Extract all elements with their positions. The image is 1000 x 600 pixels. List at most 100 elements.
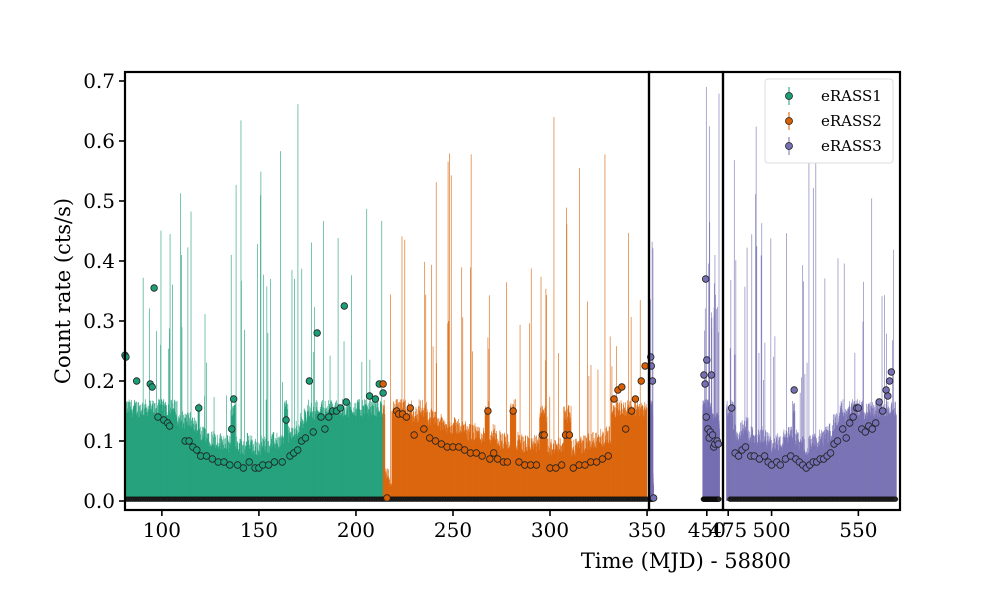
data-point bbox=[460, 446, 469, 454]
data-point bbox=[165, 422, 174, 430]
data-point bbox=[486, 455, 494, 463]
data-point bbox=[515, 458, 523, 466]
data-point bbox=[714, 440, 723, 448]
data-point bbox=[220, 458, 228, 466]
data-point bbox=[557, 461, 566, 469]
data-point bbox=[325, 413, 333, 421]
data-point bbox=[245, 458, 253, 466]
data-point bbox=[887, 368, 896, 376]
data-point bbox=[431, 437, 440, 445]
data-point bbox=[264, 461, 273, 469]
data-point bbox=[383, 494, 391, 502]
data-point bbox=[270, 458, 279, 466]
y-tick-label: 0.3 bbox=[83, 309, 115, 333]
data-point bbox=[278, 458, 286, 466]
data-point bbox=[637, 377, 645, 385]
data-point bbox=[309, 428, 317, 436]
data-point bbox=[627, 407, 636, 415]
x-tick-label: 500 bbox=[752, 518, 790, 542]
data-point bbox=[703, 356, 711, 364]
x-tick-label: 100 bbox=[143, 518, 181, 542]
data-point bbox=[193, 446, 201, 454]
data-point bbox=[872, 419, 880, 427]
y-tick-label: 0.1 bbox=[83, 429, 115, 453]
data-point bbox=[552, 464, 560, 472]
data-point bbox=[727, 404, 736, 412]
data-point bbox=[604, 452, 612, 460]
data-point bbox=[233, 461, 242, 469]
data-point bbox=[868, 425, 876, 433]
x-tick-label: 350 bbox=[628, 518, 666, 542]
data-point bbox=[842, 434, 850, 442]
data-point bbox=[437, 440, 446, 448]
data-point bbox=[371, 395, 380, 403]
data-point bbox=[618, 383, 626, 391]
data-point bbox=[581, 461, 589, 469]
y-axis-label: Count rate (cts/s) bbox=[51, 198, 75, 384]
data-point bbox=[282, 416, 290, 424]
data-point bbox=[592, 458, 601, 466]
data-point bbox=[741, 443, 750, 451]
data-point bbox=[410, 431, 418, 439]
data-point bbox=[875, 398, 883, 406]
legend-marker bbox=[785, 142, 793, 150]
zero-point bbox=[716, 496, 722, 502]
legend-label: eRASS2 bbox=[821, 112, 882, 130]
data-point bbox=[649, 494, 658, 502]
data-point bbox=[148, 383, 156, 391]
data-point bbox=[472, 449, 480, 457]
data-point bbox=[565, 431, 574, 439]
zero-count-points-layer bbox=[124, 496, 899, 502]
data-point bbox=[845, 419, 854, 427]
data-point bbox=[882, 386, 890, 394]
data-point bbox=[884, 392, 892, 400]
data-point bbox=[493, 455, 502, 463]
data-point bbox=[340, 302, 349, 310]
data-point bbox=[569, 464, 578, 472]
data-point bbox=[379, 389, 387, 397]
legend-label: eRASS3 bbox=[821, 137, 882, 155]
data-point bbox=[195, 404, 203, 412]
data-point bbox=[540, 431, 548, 439]
x-tick-label: 550 bbox=[839, 518, 877, 542]
data-point bbox=[833, 437, 842, 445]
data-point bbox=[402, 413, 411, 421]
data-point bbox=[702, 413, 710, 421]
data-point bbox=[226, 461, 234, 469]
y-tick-label: 0.6 bbox=[83, 129, 115, 153]
x-axis-label: Time (MJD) - 58800 bbox=[581, 549, 791, 573]
data-point bbox=[622, 425, 630, 433]
x-tick-label: 300 bbox=[531, 518, 569, 542]
data-point bbox=[701, 380, 709, 388]
data-point bbox=[379, 380, 387, 388]
y-tick-label: 0.0 bbox=[83, 489, 115, 513]
x-tick-label: 200 bbox=[337, 518, 375, 542]
data-point bbox=[598, 455, 607, 463]
data-point bbox=[708, 431, 717, 439]
x-tick-label: 250 bbox=[434, 518, 472, 542]
y-tick-label: 0.4 bbox=[83, 249, 115, 273]
data-point bbox=[150, 284, 158, 292]
data-point bbox=[336, 404, 345, 412]
data-point bbox=[342, 398, 350, 406]
data-point bbox=[478, 452, 486, 460]
legend: eRASS1 eRASS2 eRASS3 bbox=[764, 78, 894, 164]
data-point bbox=[707, 371, 716, 379]
legend-box bbox=[764, 78, 894, 164]
data-point bbox=[425, 434, 434, 442]
data-point bbox=[202, 452, 211, 460]
data-point bbox=[305, 377, 314, 385]
data-point bbox=[313, 329, 321, 337]
data-point bbox=[701, 275, 710, 283]
data-point bbox=[760, 452, 769, 460]
data-point bbox=[503, 458, 512, 466]
data-point bbox=[776, 461, 784, 469]
data-point bbox=[317, 413, 325, 421]
data-point bbox=[185, 437, 193, 445]
data-point bbox=[239, 464, 248, 472]
axes-frames bbox=[123, 70, 902, 512]
y-tick-label: 0.2 bbox=[83, 369, 115, 393]
data-point bbox=[878, 407, 887, 415]
data-point bbox=[294, 446, 302, 454]
